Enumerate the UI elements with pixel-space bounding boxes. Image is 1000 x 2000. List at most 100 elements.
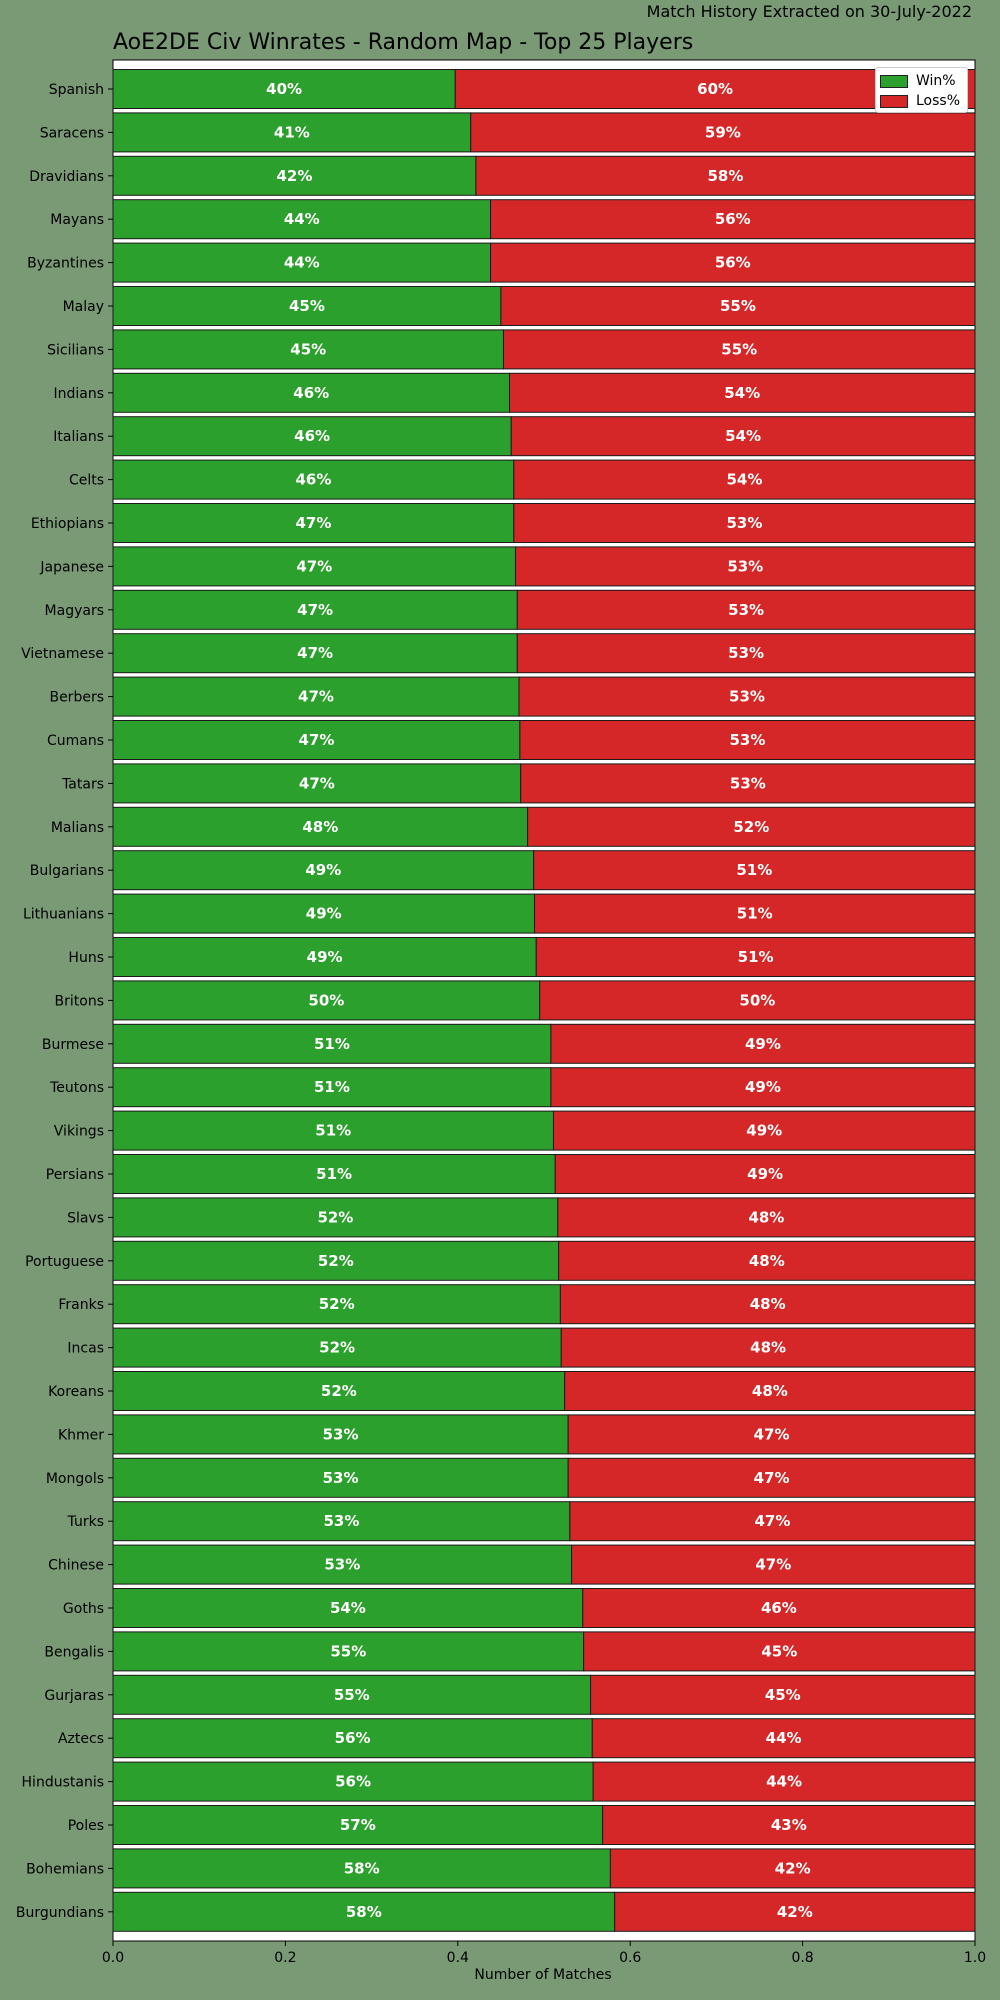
y-tick-label: Huns (68, 950, 104, 966)
bar-loss-franks (559, 1284, 976, 1325)
bar-win-teutons (112, 1067, 552, 1108)
bar-loss-burmese (550, 1023, 976, 1064)
bar-loss-berbers (518, 676, 976, 717)
bar-label-loss: 60% (697, 80, 733, 98)
y-tick-label: Ethiopians (31, 516, 104, 532)
bar-label-loss: 44% (766, 1729, 802, 1747)
bar-loss-portuguese (558, 1240, 976, 1281)
bar-loss-slavs (557, 1197, 976, 1238)
bar-label-loss: 47% (754, 1512, 790, 1530)
bar-win-bengalis (112, 1631, 585, 1672)
bar-label-win: 58% (346, 1903, 382, 1921)
bar-loss-japanese (515, 546, 976, 587)
bar-label-win: 46% (295, 471, 331, 489)
bar-loss-aztecs (591, 1718, 976, 1759)
bar-win-mayans (112, 199, 492, 240)
bar-label-loss: 49% (745, 1035, 781, 1053)
x-tick-label: 0.8 (791, 1950, 813, 1966)
bar-win-vietnamese (112, 633, 518, 674)
y-tick-label: Magyars (45, 603, 104, 619)
y-tick-label: Britons (55, 993, 104, 1009)
bar-loss-bohemians (609, 1848, 976, 1889)
bar-label-loss: 54% (724, 384, 760, 402)
bar-label-win: 57% (340, 1816, 376, 1834)
legend-label-loss: Loss% (916, 93, 961, 109)
bar-win-franks (112, 1284, 561, 1325)
bar-win-aztecs (112, 1718, 593, 1759)
legend-entry-loss: Loss% (880, 93, 960, 109)
bar-win-malians (112, 806, 529, 847)
bar-loss-koreans (564, 1371, 976, 1411)
bar-loss-bengalis (583, 1631, 976, 1672)
legend: Win% Loss% (875, 67, 968, 113)
bar-win-poles (112, 1805, 604, 1845)
y-tick-label: Bengalis (44, 1644, 104, 1660)
y-tick-label: Turks (67, 1514, 104, 1530)
bar-loss-tatars (520, 763, 976, 804)
bar-label-win: 47% (296, 557, 332, 575)
bar-win-bulgarians (112, 850, 535, 891)
bar-win-burmese (112, 1023, 552, 1064)
bar-loss-indians (509, 372, 976, 413)
y-tick-labels: Spanish Saracens Dravidians Mayans Byzantine… (16, 82, 113, 1921)
bar-label-loss: 53% (729, 731, 765, 749)
x-tick-label: 0.0 (102, 1950, 124, 1966)
x-tick-label: 0.4 (447, 1950, 469, 1966)
bar-label-win: 44% (284, 210, 320, 228)
bar-label-loss: 48% (750, 1339, 786, 1357)
bar-win-britons (112, 980, 541, 1021)
bar-label-win: 47% (297, 644, 333, 662)
bar-loss-goths (582, 1588, 976, 1628)
bar-loss-persians (554, 1154, 976, 1194)
x-tick-label: 0.2 (274, 1950, 296, 1966)
bar-win-bohemians (112, 1848, 611, 1889)
bar-label-win: 56% (335, 1729, 371, 1747)
bar-label-loss: 59% (705, 123, 741, 141)
bar-label-win: 45% (289, 297, 325, 315)
bar-win-indians (112, 372, 511, 413)
y-tick-label: Tatars (61, 776, 104, 792)
bar-loss-dravidians (475, 155, 976, 196)
x-tick-label: 0.6 (619, 1950, 641, 1966)
bar-loss-byzantines (490, 242, 976, 283)
bar-loss-saracens (470, 112, 976, 153)
bar-win-goths (112, 1588, 584, 1628)
y-tick-label: Chinese (48, 1558, 104, 1574)
bar-label-win: 53% (323, 1512, 359, 1530)
bar-label-loss: 49% (747, 1165, 783, 1183)
chart-title: AoE2DE Civ Winrates - Random Map - Top 2… (113, 30, 694, 55)
y-tick-label: Franks (58, 1297, 104, 1313)
bar-label-loss: 56% (715, 254, 751, 272)
bar-label-loss: 45% (761, 1642, 797, 1660)
bar-label-win: 47% (299, 774, 335, 792)
bar-label-loss: 48% (752, 1382, 788, 1400)
bars-group: 40% 60% 41% 59% 42% 58% 44% 56% 44% 56% 45% 55% 45% 5… (112, 69, 976, 1932)
bar-loss-vikings (552, 1110, 976, 1151)
bar-label-win: 52% (319, 1339, 355, 1357)
bar-label-loss: 49% (746, 1122, 782, 1140)
y-tick-label: Gurjaras (44, 1688, 104, 1704)
y-tick-label: Khmer (58, 1427, 104, 1443)
bar-label-loss: 55% (721, 340, 757, 358)
y-tick-label: Goths (63, 1601, 104, 1617)
bar-label-win: 53% (323, 1425, 359, 1443)
y-tick-label: Poles (68, 1818, 104, 1834)
bar-win-turks (112, 1501, 571, 1542)
bar-win-gurjaras (112, 1674, 592, 1715)
bar-loss-bulgarians (533, 850, 976, 891)
bar-loss-celts (513, 459, 976, 500)
bar-label-loss: 50% (739, 991, 775, 1009)
bar-loss-sicilians (502, 329, 976, 370)
bar-label-loss: 53% (729, 688, 765, 706)
bar-label-win: 58% (344, 1859, 380, 1877)
bar-loss-mongols (567, 1457, 976, 1498)
bar-label-win: 45% (290, 340, 326, 358)
y-tick-label: Slavs (67, 1210, 104, 1226)
chart-subtitle: Match History Extracted on 30-July-2022 (646, 2, 972, 21)
legend-label-win: Win% (916, 73, 956, 89)
bar-label-win: 52% (321, 1382, 357, 1400)
bar-loss-magyars (516, 589, 976, 630)
bar-win-persians (112, 1154, 556, 1194)
bar-label-win: 40% (266, 80, 302, 98)
bar-label-loss: 54% (725, 427, 761, 445)
